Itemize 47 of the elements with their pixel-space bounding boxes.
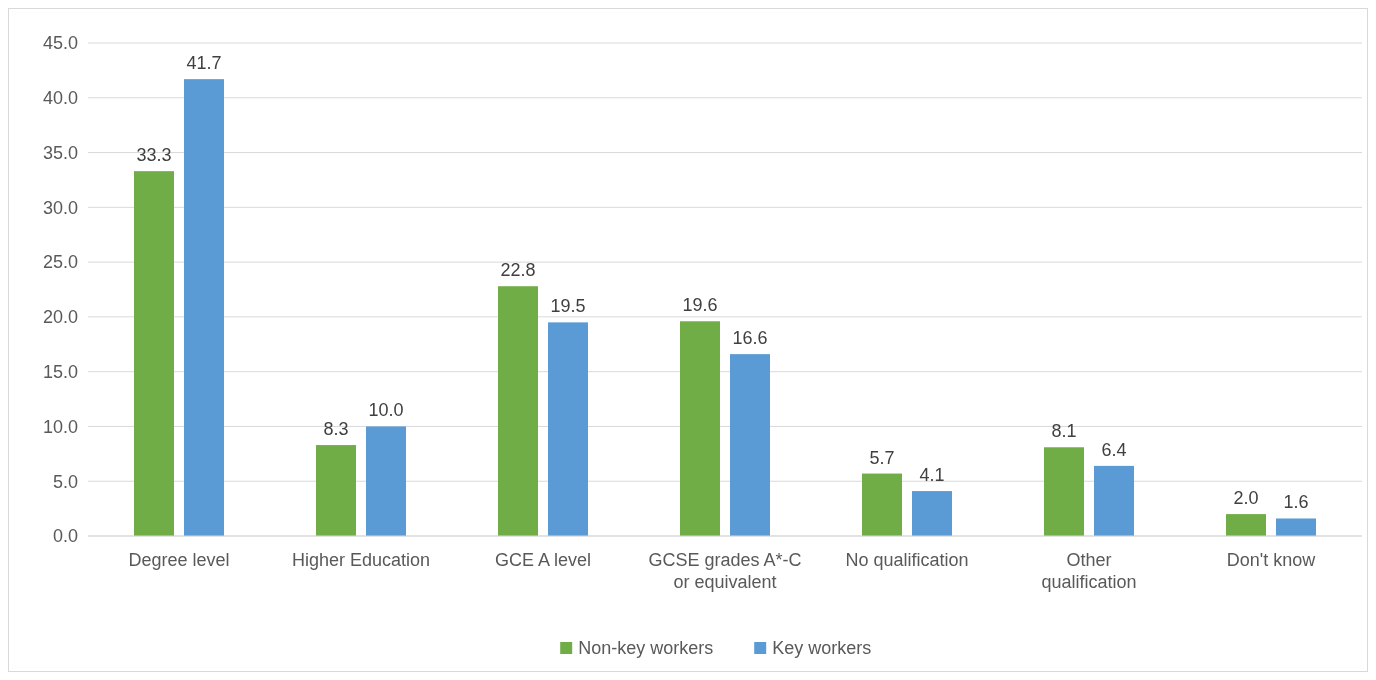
bar bbox=[184, 79, 224, 536]
x-tick-label: No qualification bbox=[845, 550, 969, 570]
x-tick-label: Degree level bbox=[128, 550, 230, 570]
text: 8.3 bbox=[323, 419, 349, 440]
y-tick-label: 0.0 bbox=[52, 526, 78, 547]
text: 16.6 bbox=[732, 328, 768, 349]
text: 8.1 bbox=[1051, 421, 1077, 442]
y-tick-label: 25.0 bbox=[42, 252, 78, 273]
text: 2.0 bbox=[1233, 488, 1259, 509]
bar bbox=[730, 354, 770, 536]
text: 19.5 bbox=[550, 296, 586, 317]
text: 10.0 bbox=[368, 400, 404, 421]
bar bbox=[498, 286, 538, 536]
x-tick-label: Don't know bbox=[1226, 550, 1317, 570]
bar bbox=[680, 321, 720, 536]
bar bbox=[1276, 518, 1316, 536]
text: 5.7 bbox=[869, 447, 895, 468]
y-tick-label: 5.0 bbox=[52, 471, 78, 492]
text: 41.7 bbox=[186, 53, 222, 74]
legend-label: Non-key workers bbox=[578, 638, 714, 659]
x-tick-label: GCE A level bbox=[494, 550, 592, 570]
x-tick-label: Other qualification bbox=[1041, 550, 1137, 592]
text: 22.8 bbox=[500, 260, 536, 281]
x-tick-label: GCSE grades A*-C or equivalent bbox=[648, 550, 802, 592]
bar bbox=[316, 445, 356, 536]
bar bbox=[862, 473, 902, 536]
text: 33.3 bbox=[136, 145, 172, 166]
bar bbox=[134, 171, 174, 536]
text: 1.6 bbox=[1283, 492, 1309, 513]
y-tick-label: 10.0 bbox=[42, 416, 78, 437]
y-tick-label: 40.0 bbox=[42, 88, 78, 109]
y-tick-label: 20.0 bbox=[42, 307, 78, 328]
bar bbox=[366, 426, 406, 536]
y-tick-label: 35.0 bbox=[42, 142, 78, 163]
y-tick-label: 30.0 bbox=[42, 197, 78, 218]
text: 4.1 bbox=[919, 465, 945, 486]
text: 19.6 bbox=[682, 295, 718, 316]
bar bbox=[912, 491, 952, 536]
bar bbox=[548, 322, 588, 536]
x-tick-label: Higher Education bbox=[291, 550, 431, 570]
legend-label: Key workers bbox=[772, 638, 872, 659]
y-tick-label: 15.0 bbox=[42, 361, 78, 382]
bar bbox=[1226, 514, 1266, 536]
y-tick-label: 45.0 bbox=[42, 33, 78, 54]
bar bbox=[1094, 465, 1134, 536]
text: 6.4 bbox=[1101, 439, 1127, 460]
bar bbox=[1044, 447, 1084, 536]
